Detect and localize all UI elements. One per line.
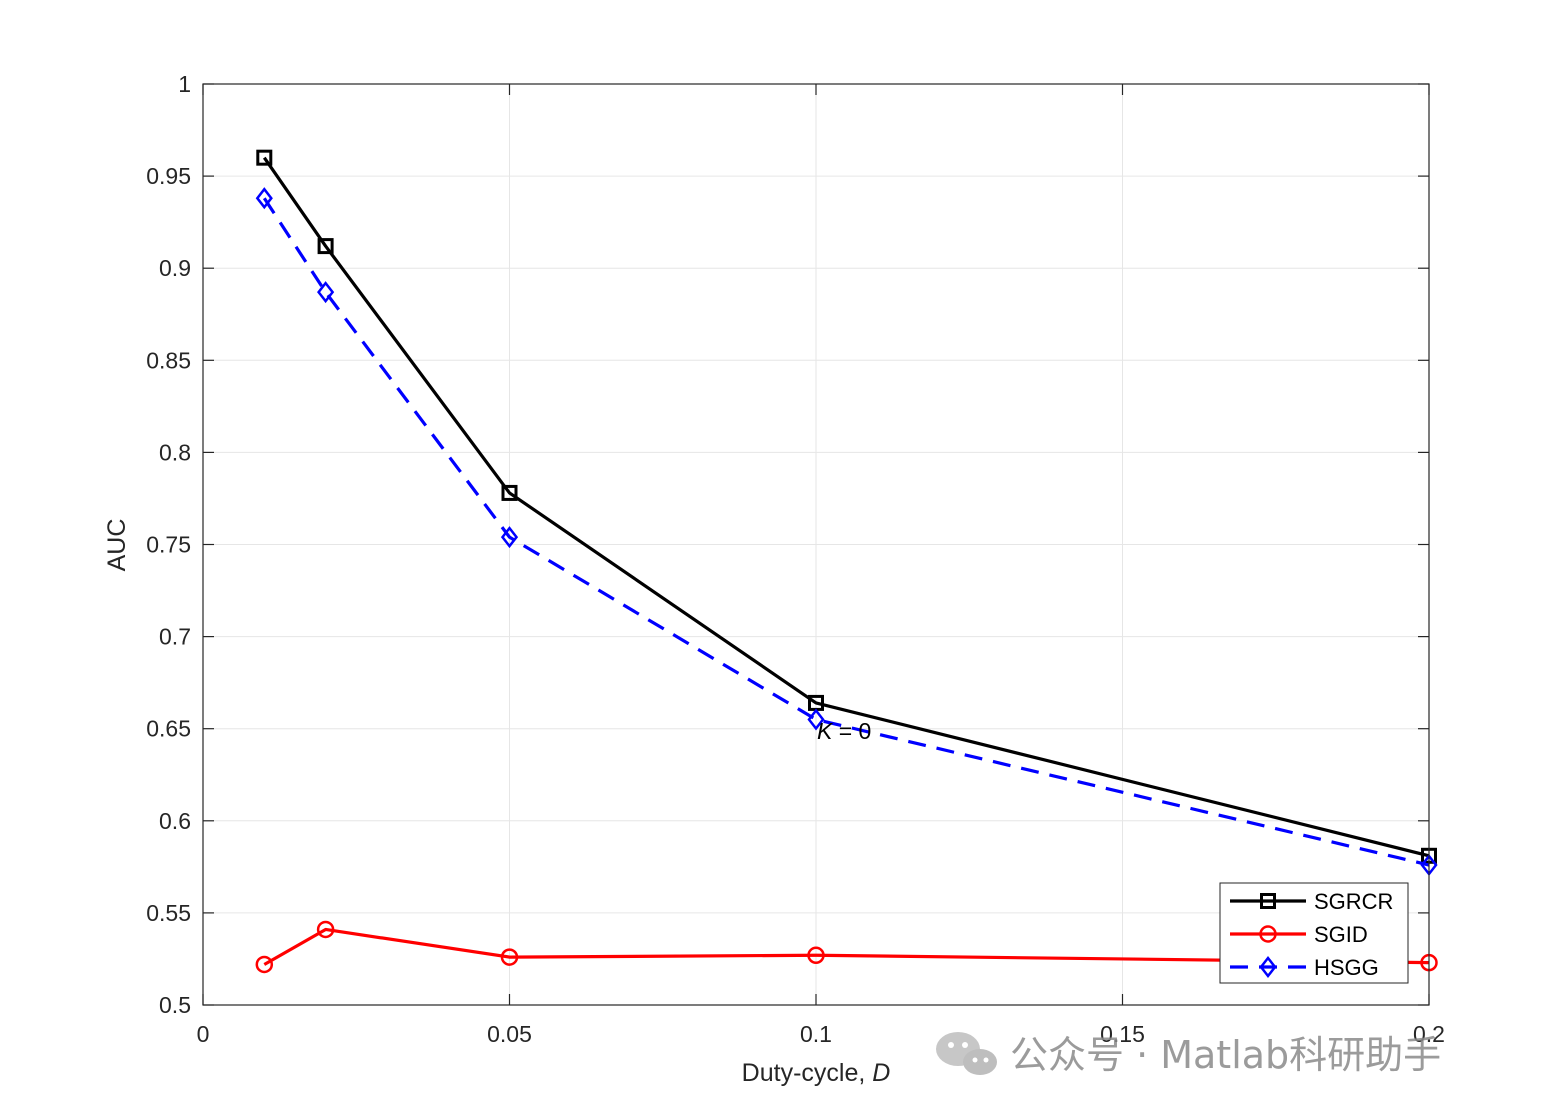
x-tick-label: 0 xyxy=(197,1021,210,1047)
data-point-sgrcr xyxy=(501,484,518,501)
y-tick-label: 0.95 xyxy=(146,163,191,189)
x-tick-label: 0.05 xyxy=(487,1021,532,1047)
watermark-text: 公众号 · Matlab科研助手 xyxy=(1010,1033,1441,1077)
series-line-sgrcr xyxy=(262,156,1430,858)
axis-ticks: 0 0.05 0.1 0.15 0.2 0.5 0.55 0.6 0.65 0.7 0.75 0.8 0… xyxy=(146,71,1445,1047)
grid-lines xyxy=(202,83,1430,1006)
legend-item-sgid: SGID xyxy=(1230,922,1368,947)
y-tick-label: 0.8 xyxy=(159,439,191,465)
y-tick-label: 1 xyxy=(178,71,191,97)
data-point-hsgg xyxy=(807,708,825,731)
data-point-sgid xyxy=(316,920,335,939)
x-axis-title-text: Duty-cycle, xyxy=(742,1059,866,1087)
data-point-hsgg xyxy=(255,187,273,210)
y-tick-label: 0.65 xyxy=(146,716,191,742)
series-layer xyxy=(255,149,1438,974)
data-point-sgid xyxy=(500,948,519,966)
y-tick-label: 0.5 xyxy=(159,992,191,1018)
wechat-icon xyxy=(936,1032,997,1075)
legend-marker-hsgg xyxy=(1259,955,1277,979)
data-point-sgrcr xyxy=(256,149,273,166)
annotation-rest: = 0 xyxy=(832,718,871,744)
y-tick-label: 0.55 xyxy=(146,900,191,926)
data-point-hsgg xyxy=(317,281,335,304)
legend: SGRCR SGID HSGG xyxy=(1219,882,1409,984)
y-tick-label: 0.85 xyxy=(146,347,191,373)
series-line-sgid xyxy=(263,927,1430,966)
data-point-hsgg xyxy=(500,526,519,549)
legend-label-hsgg: HSGG xyxy=(1314,955,1379,980)
legend-label-sgrcr: SGRCR xyxy=(1314,889,1393,914)
x-tick-label: 0.15 xyxy=(1100,1021,1145,1047)
x-tick-label: 0.2 xyxy=(1413,1021,1445,1047)
legend-item-hsgg: HSGG xyxy=(1230,955,1379,980)
legend-item-sgrcr: SGRCR xyxy=(1230,889,1393,914)
y-tick-label: 0.7 xyxy=(159,624,191,650)
y-tick-label: 0.75 xyxy=(146,532,191,558)
y-axis-title: AUC xyxy=(103,519,131,572)
data-point-sgrcr xyxy=(317,238,334,255)
data-point-sgid xyxy=(807,946,825,965)
x-axis-title-variable: D xyxy=(872,1059,890,1087)
data-point-sgid xyxy=(255,955,274,974)
series-line-hsgg xyxy=(262,197,1430,867)
watermark: 公众号 · Matlab科研助手 xyxy=(936,1032,1441,1077)
y-tick-label: 0.6 xyxy=(159,808,191,834)
legend-label-sgid: SGID xyxy=(1314,922,1368,947)
x-axis-title: Duty-cycle, D xyxy=(742,1059,891,1087)
annotation-variable: K xyxy=(817,718,834,744)
y-tick-label: 0.9 xyxy=(159,255,191,281)
legend-marker-sgid xyxy=(1259,925,1277,943)
x-tick-label: 0.1 xyxy=(800,1021,832,1047)
legend-marker-sgrcr xyxy=(1260,893,1276,909)
annotation-k: K = 0 xyxy=(817,718,871,744)
